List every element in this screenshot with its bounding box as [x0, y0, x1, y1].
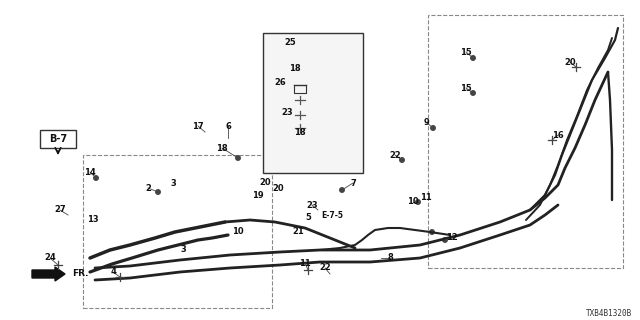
Text: 15: 15	[460, 84, 472, 92]
Text: 9: 9	[423, 117, 429, 126]
Circle shape	[416, 200, 420, 204]
Text: 6: 6	[225, 122, 231, 131]
Text: 25: 25	[284, 37, 296, 46]
Text: 20: 20	[564, 58, 576, 67]
Text: 18: 18	[289, 63, 301, 73]
Text: 8: 8	[387, 253, 393, 262]
Text: 20: 20	[272, 183, 284, 193]
Text: 16: 16	[552, 131, 564, 140]
Text: 23: 23	[281, 108, 293, 116]
Text: 4: 4	[110, 268, 116, 276]
Circle shape	[431, 126, 435, 130]
Text: 20: 20	[259, 178, 271, 187]
Text: 26: 26	[274, 77, 286, 86]
Bar	[40, 130, 76, 148]
Circle shape	[156, 190, 160, 194]
Text: 10: 10	[232, 228, 244, 236]
Text: 15: 15	[460, 47, 472, 57]
Text: 11: 11	[299, 259, 311, 268]
Circle shape	[236, 156, 240, 160]
Text: 22: 22	[319, 263, 331, 273]
Circle shape	[471, 56, 476, 60]
Text: TXB4B1320B: TXB4B1320B	[586, 309, 632, 318]
Text: B-7: B-7	[49, 134, 67, 144]
Circle shape	[471, 91, 476, 95]
Text: 23: 23	[306, 201, 318, 210]
Bar	[83, 155, 272, 308]
Circle shape	[93, 176, 99, 180]
Text: 14: 14	[84, 167, 96, 177]
Text: E-7-5: E-7-5	[321, 211, 343, 220]
Text: 13: 13	[87, 215, 99, 225]
Text: 22: 22	[389, 150, 401, 159]
Text: FR.: FR.	[72, 269, 88, 278]
Text: 2: 2	[145, 183, 151, 193]
Text: 10: 10	[407, 197, 419, 206]
Bar	[428, 15, 623, 268]
Polygon shape	[32, 267, 65, 281]
Text: 7: 7	[350, 179, 356, 188]
Text: 24: 24	[44, 253, 56, 262]
Circle shape	[443, 238, 447, 242]
Circle shape	[340, 188, 344, 192]
Text: 27: 27	[54, 205, 66, 214]
Text: 3: 3	[170, 179, 176, 188]
Bar	[263, 33, 363, 173]
Text: 5: 5	[305, 213, 311, 222]
Text: 18: 18	[294, 127, 306, 137]
Text: 18: 18	[216, 143, 228, 153]
Circle shape	[400, 158, 404, 162]
Text: 17: 17	[192, 122, 204, 131]
Text: 21: 21	[292, 228, 304, 236]
Circle shape	[429, 230, 435, 234]
Text: 3: 3	[180, 245, 186, 254]
Text: 19: 19	[252, 190, 264, 199]
Text: 12: 12	[446, 234, 458, 243]
Text: 11: 11	[420, 194, 432, 203]
